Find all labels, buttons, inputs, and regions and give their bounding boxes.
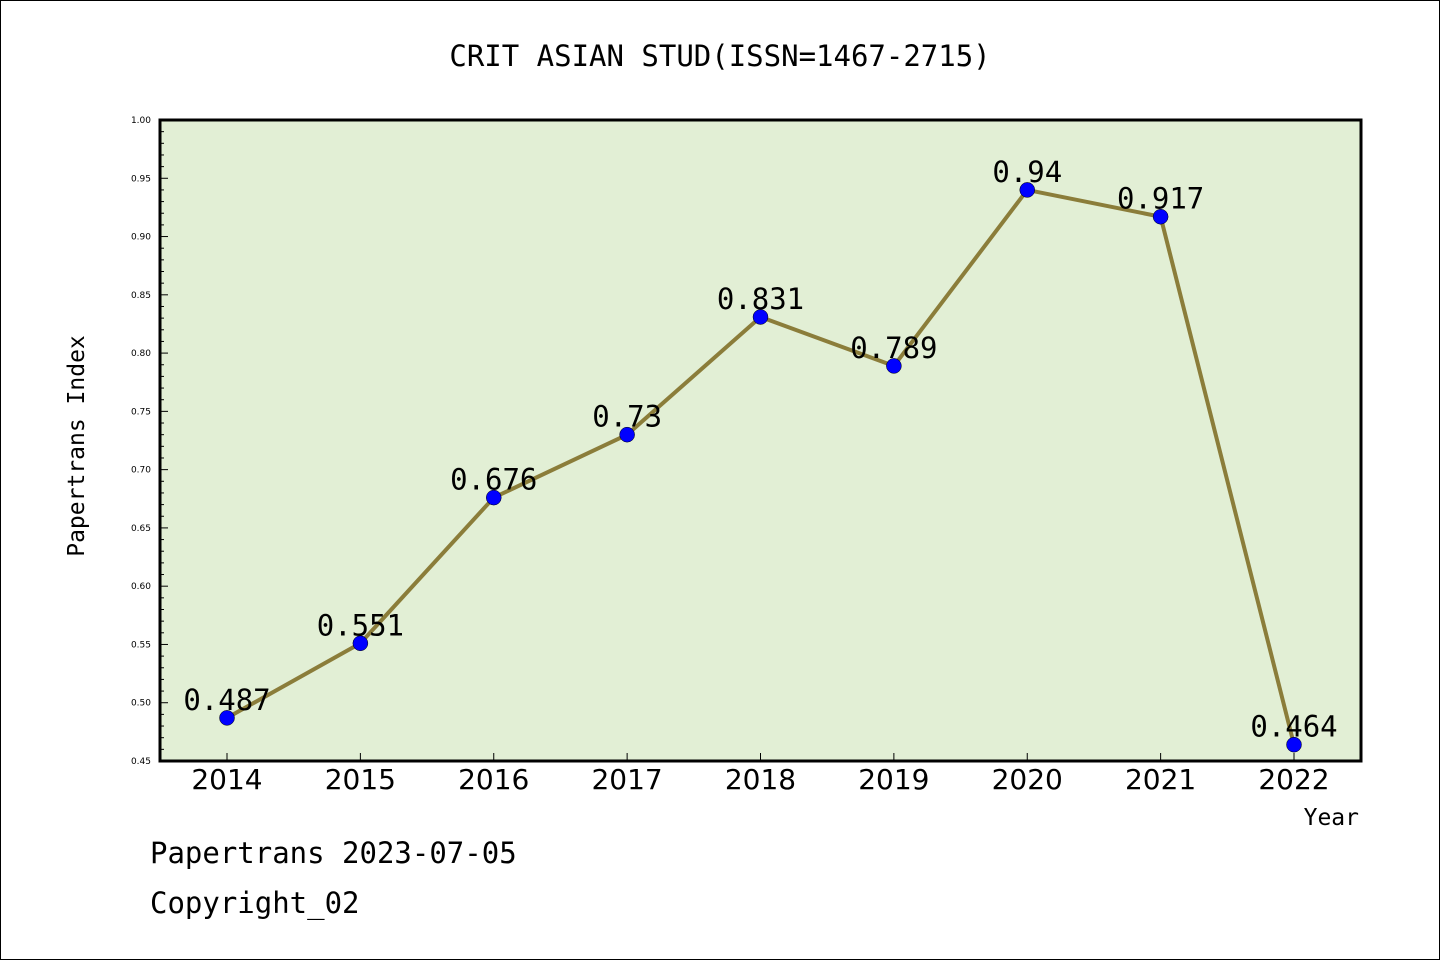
data-point <box>1286 736 1302 753</box>
data-point <box>1019 182 1035 198</box>
y-axis-label: Papertrans Index <box>64 335 90 557</box>
x-tick-label: 2017 <box>591 763 662 796</box>
x-tick-label: 2019 <box>858 763 929 796</box>
y-tick-label: 0.45 <box>131 757 151 767</box>
data-label: 0.789 <box>850 331 937 365</box>
data-point <box>752 309 769 325</box>
data-label: 0.917 <box>1117 182 1204 216</box>
y-tick-label: 0.95 <box>131 174 151 184</box>
y-tick-label: 0.80 <box>131 349 151 359</box>
data-point <box>1152 208 1169 225</box>
plot-border <box>158 118 1363 763</box>
x-tick-label: 2018 <box>725 763 796 796</box>
data-label-layer: 0.487 0.551 0.676 0.73 0.831 0.789 0.94 0.917 0.… <box>183 155 1337 744</box>
data-point <box>886 358 902 374</box>
y-tick-label: 0.50 <box>131 699 151 709</box>
y-tick-label: 0.90 <box>131 233 151 243</box>
plot-area <box>160 120 1361 761</box>
data-label: 0.94 <box>992 155 1062 189</box>
x-axis: 2014 2015 2016 2017 2018 2019 2020 2021 2022 <box>191 753 1330 796</box>
data-label: 0.676 <box>450 463 537 497</box>
data-label: 0.73 <box>592 400 662 434</box>
y-tick-label: 0.75 <box>131 407 151 417</box>
y-tick-label: 0.70 <box>131 466 151 476</box>
chart-title: CRIT ASIAN STUD(ISSN=1467-2715) <box>449 39 990 73</box>
x-tick-label: 2022 <box>1258 763 1329 796</box>
y-tick-label: 1.00 <box>131 116 151 126</box>
x-tick-label: 2016 <box>458 763 529 796</box>
data-label: 0.464 <box>1250 710 1337 744</box>
x-tick-label: 2015 <box>325 763 396 796</box>
series-layer <box>219 182 1302 753</box>
footer-date: Papertrans 2023-07-05 <box>150 836 517 870</box>
data-point <box>486 489 502 506</box>
data-point <box>619 426 635 443</box>
y-tick-label: 0.55 <box>131 640 151 650</box>
data-point <box>352 635 369 652</box>
data-label: 0.831 <box>717 282 804 316</box>
data-label: 0.487 <box>183 683 270 717</box>
x-tick-label: 2014 <box>191 763 262 796</box>
y-tick-label: 0.65 <box>131 524 151 534</box>
x-tick-label: 2021 <box>1125 763 1196 796</box>
y-tick-label: 0.60 <box>131 582 151 592</box>
footer-copyright: Copyright_02 <box>150 886 360 920</box>
data-label: 0.551 <box>317 608 404 642</box>
x-axis-label: Year <box>1304 805 1359 831</box>
data-point <box>219 710 235 726</box>
x-tick-label: 2020 <box>992 763 1063 796</box>
y-tick-label: 0.85 <box>131 291 151 301</box>
